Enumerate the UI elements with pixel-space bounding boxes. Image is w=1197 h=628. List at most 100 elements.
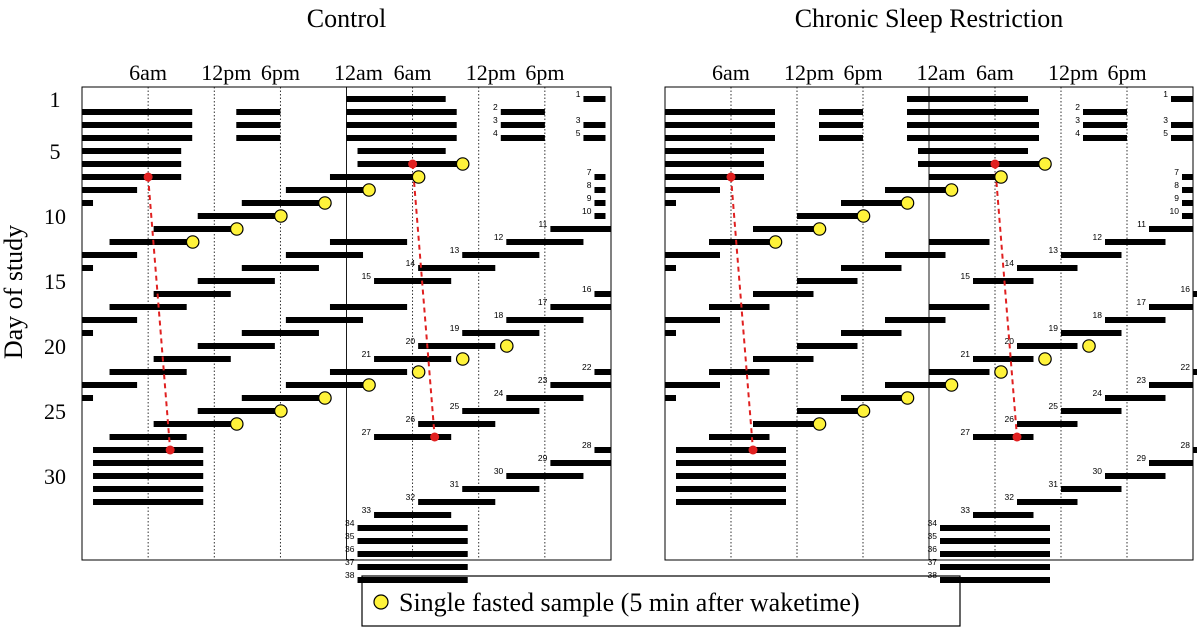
sleep-episode-number: 2 [1075, 102, 1080, 112]
numbered-sleep-bar [1061, 408, 1122, 414]
sleep-episode-bar [82, 187, 138, 193]
numbered-sleep-bar [594, 200, 606, 206]
legend-sample-marker [373, 594, 389, 610]
sleep-episode-number: 18 [1093, 310, 1103, 320]
sleep-episode-number: 13 [1049, 245, 1059, 255]
numbered-sleep-bar [940, 551, 1050, 557]
numbered-sleep-bar [418, 421, 496, 427]
sleep-episode-bar [82, 330, 94, 336]
sleep-episode-number: 30 [1093, 466, 1103, 476]
sleep-episode-number: 37 [345, 557, 355, 567]
numbered-sleep-bar [1017, 421, 1078, 427]
sleep-episode-number: 26 [1005, 414, 1015, 424]
sleep-episode-bar [93, 460, 204, 466]
fasted-sample-marker [185, 235, 200, 249]
sleep-episode-bar [82, 317, 138, 323]
sleep-episode-bar [665, 174, 764, 180]
sleep-episode-bar [753, 291, 814, 297]
sleep-episode-number: 37 [928, 557, 938, 567]
fasted-sample-marker [994, 365, 1008, 379]
sleep-episode-number: 10 [1170, 206, 1180, 216]
fasted-sample-marker [455, 157, 470, 171]
sleep-episode-bar [907, 109, 1039, 115]
numbered-sleep-bar [418, 343, 496, 349]
sleep-episode-bar [841, 265, 902, 271]
fasted-sample-marker [944, 183, 959, 197]
x-tick-label: 6pm [843, 60, 882, 85]
waketime-point [430, 432, 440, 442]
numbered-sleep-bar [357, 551, 468, 557]
fasted-sample-marker [1038, 157, 1052, 171]
fasted-sample-marker [362, 378, 376, 392]
numbered-sleep-bar [1171, 122, 1193, 128]
x-tick-label: 6pm [261, 60, 300, 85]
sleep-episode-bar [109, 304, 187, 310]
sleep-episode-bar [329, 369, 408, 375]
sleep-episode-number: 36 [928, 544, 938, 554]
sleep-episode-bar [346, 135, 457, 141]
numbered-sleep-bar [550, 460, 611, 466]
numbered-sleep-bar [1193, 369, 1197, 375]
sleep-episode-number: 8 [1174, 180, 1179, 190]
numbered-sleep-bar [940, 525, 1050, 531]
sleep-episode-bar [197, 343, 275, 349]
sleep-episode-bar [709, 239, 770, 245]
numbered-sleep-bar [594, 174, 606, 180]
sleep-episode-number: 7 [587, 167, 592, 177]
sleep-episode-bar [93, 486, 204, 492]
waketime-point [748, 445, 758, 455]
sleep-episode-bar [929, 369, 990, 375]
sleep-episode-bar [241, 200, 319, 206]
numbered-sleep-bar [1182, 187, 1193, 193]
numbered-sleep-bar [594, 213, 606, 219]
sleep-episode-bar [329, 174, 413, 180]
sleep-episode-number: 28 [582, 440, 592, 450]
sleep-episode-bar [819, 135, 863, 141]
numbered-sleep-bar [1017, 499, 1078, 505]
numbered-sleep-bar [1083, 109, 1127, 115]
sleep-episode-bar [153, 226, 231, 232]
fasted-sample-marker [856, 404, 871, 418]
sleep-episode-number: 3 [493, 115, 498, 125]
x-tick-label: 6am [976, 60, 1014, 85]
numbered-sleep-bar [550, 382, 611, 388]
numbered-sleep-bar [1105, 317, 1166, 323]
sleep-episode-bar [907, 122, 1039, 128]
sleep-episode-number: 34 [928, 518, 938, 528]
sleep-episode-number: 32 [406, 492, 416, 502]
sleep-episode-bar [346, 109, 457, 115]
numbered-sleep-bar [1017, 343, 1078, 349]
fasted-sample-marker [900, 391, 915, 405]
sleep-episode-bar [676, 473, 786, 479]
sleep-episode-number: 4 [1075, 128, 1080, 138]
numbered-sleep-bar [583, 122, 606, 128]
numbered-sleep-bar [357, 525, 468, 531]
sleep-episode-bar [236, 135, 281, 141]
sleep-episode-bar [665, 265, 676, 271]
sleep-episode-bar [665, 135, 775, 141]
sleep-episode-number: 29 [1137, 453, 1147, 463]
y-tick-label: 15 [44, 269, 66, 294]
sleep-episode-number: 12 [1093, 232, 1103, 242]
sleep-episode-number: 17 [538, 297, 548, 307]
sleep-episode-bar [676, 486, 786, 492]
numbered-sleep-bar [550, 304, 611, 310]
sleep-episode-number: 21 [362, 349, 372, 359]
sleep-episode-number: 31 [1049, 479, 1059, 489]
sleep-episode-number: 9 [587, 193, 592, 203]
sleep-episode-number: 34 [345, 518, 355, 528]
sleep-episode-number: 14 [406, 258, 416, 268]
numbered-sleep-bar [1182, 200, 1193, 206]
sleep-episode-number: 25 [450, 401, 460, 411]
sleep-episode-number: 23 [1137, 375, 1147, 385]
fasted-sample-marker [1082, 339, 1096, 353]
sleep-episode-bar [907, 135, 1039, 141]
sleep-episode-number: 10 [582, 206, 592, 216]
y-tick-label: 5 [50, 139, 61, 164]
numbered-sleep-bar [1171, 96, 1193, 102]
sleep-episode-number: 22 [582, 362, 592, 372]
sleep-episode-bar [885, 252, 946, 258]
sleep-episode-bar [153, 421, 231, 427]
